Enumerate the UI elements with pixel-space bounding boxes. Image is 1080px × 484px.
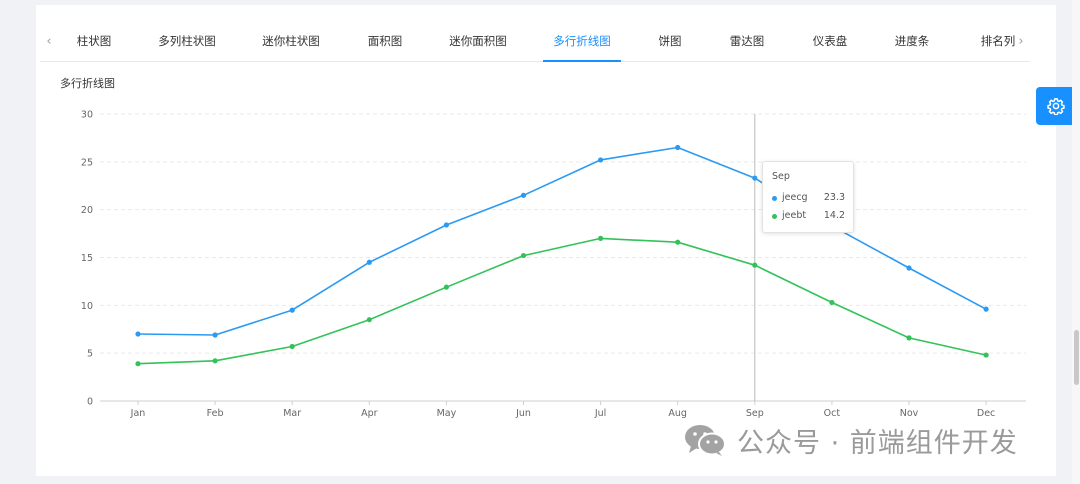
data-point-jeecg [675, 144, 681, 151]
data-point-jeecg [212, 332, 218, 338]
x-tick-label: May [437, 408, 457, 419]
active-tab-indicator [543, 60, 621, 62]
data-point-jeecg [289, 307, 295, 313]
series-line-jeebt [137, 237, 987, 365]
data-point-jeecg [983, 306, 989, 312]
tab-item[interactable]: 面积图 [367, 34, 403, 48]
data-point-jeecg [135, 331, 141, 337]
chevron-left-icon[interactable]: ‹ [46, 33, 52, 49]
data-point-jeebt [443, 284, 449, 290]
series-dot-icon [772, 195, 777, 201]
data-point-jeebt [289, 343, 295, 350]
x-tick-label: Jun [515, 408, 531, 419]
chevron-right-icon[interactable]: › [1018, 33, 1024, 49]
data-point-jeecg [366, 259, 372, 265]
x-tick-label: Sep [746, 408, 764, 419]
x-tick-label: Jan [130, 408, 146, 419]
data-point-jeebt [829, 299, 835, 306]
tooltip-row: jeecg 23.3 [772, 191, 845, 205]
data-point-jeecg [598, 157, 604, 163]
data-point-jeecg [906, 265, 912, 271]
tab-item[interactable]: 排名列 [980, 34, 1016, 48]
tab-item[interactable]: 柱状图 [76, 34, 112, 48]
tab-item[interactable]: 多行折线图 [553, 34, 611, 48]
tooltip-series-value: 14.2 [823, 210, 845, 221]
tooltip-series-name: jeecg [782, 192, 808, 203]
series-dot-icon [772, 213, 777, 219]
tooltip-series-name: jeebt [782, 210, 807, 221]
data-point-jeebt [366, 317, 372, 323]
y-tick-label: 0 [87, 397, 93, 408]
x-tick-label: Apr [361, 408, 378, 419]
y-tick-label: 25 [81, 157, 93, 168]
y-tick-label: 15 [81, 253, 93, 264]
chart-title: 多行折线图 [60, 77, 115, 90]
y-tick-label: 20 [81, 205, 93, 216]
scrollbar-thumb[interactable] [1074, 330, 1079, 385]
x-tick-label: Nov [900, 408, 919, 419]
x-tick-label: Jul [594, 408, 606, 419]
data-point-jeebt [983, 352, 989, 358]
data-point-jeebt [520, 252, 527, 259]
series-line-jeecg [137, 146, 987, 336]
x-tick-label: Feb [207, 408, 224, 419]
watermark-text: 公众号 · 前端组件开发 [737, 427, 1018, 459]
tooltip-series-value: 23.3 [823, 192, 845, 203]
tab-item[interactable]: 迷你面积图 [449, 34, 507, 48]
tab-bar: ‹ 柱状图 多列柱状图 迷你柱状图 面积图 迷你面积图 多行折线图 饼图 雷达图 仪表盘 进度条 排… [40, 21, 1030, 62]
data-point-jeecg [520, 192, 527, 198]
tab-item[interactable]: 仪表盘 [812, 34, 848, 48]
tab-item[interactable]: 多列柱状图 [158, 34, 216, 48]
tooltip-title: Sep [772, 171, 790, 182]
tab-item[interactable]: 雷达图 [729, 34, 765, 48]
data-point-jeebt [906, 335, 912, 341]
y-tick-label: 5 [87, 349, 93, 360]
data-point-jeecg [443, 222, 449, 228]
data-point-jeebt [212, 358, 218, 364]
wechat-logo-icon [685, 425, 726, 456]
settings-button[interactable] [1036, 87, 1076, 125]
watermark: 公众号 · 前端组件开发 [683, 420, 1018, 460]
data-point-jeebt [675, 239, 681, 245]
tooltip-row: jeebt 14.2 [772, 209, 845, 223]
tab-item[interactable]: 进度条 [894, 34, 930, 48]
x-tick-label: Aug [668, 408, 687, 419]
data-point-jeebt [752, 262, 758, 268]
y-tick-label: 10 [81, 301, 93, 312]
data-point-jeecg [752, 175, 758, 181]
y-tick-label: 30 [81, 110, 93, 121]
x-tick-label: Oct [824, 408, 841, 419]
tab-item[interactable]: 迷你柱状图 [262, 34, 320, 48]
scrollbar-track[interactable] [1072, 0, 1080, 484]
data-point-jeebt [598, 235, 604, 241]
x-tick-label: Mar [283, 408, 301, 419]
chart-tooltip: Sep jeecg 23.3 jeebt 14.2 [762, 161, 854, 233]
tab-item[interactable]: 饼图 [658, 34, 682, 48]
data-point-jeebt [135, 361, 141, 367]
chart-card: ‹ 柱状图 多列柱状图 迷你柱状图 面积图 迷你面积图 多行折线图 饼图 雷达图 仪表盘 进度条排… [36, 5, 1056, 476]
gear-icon [1047, 98, 1065, 115]
x-tick-label: Dec [977, 408, 995, 419]
